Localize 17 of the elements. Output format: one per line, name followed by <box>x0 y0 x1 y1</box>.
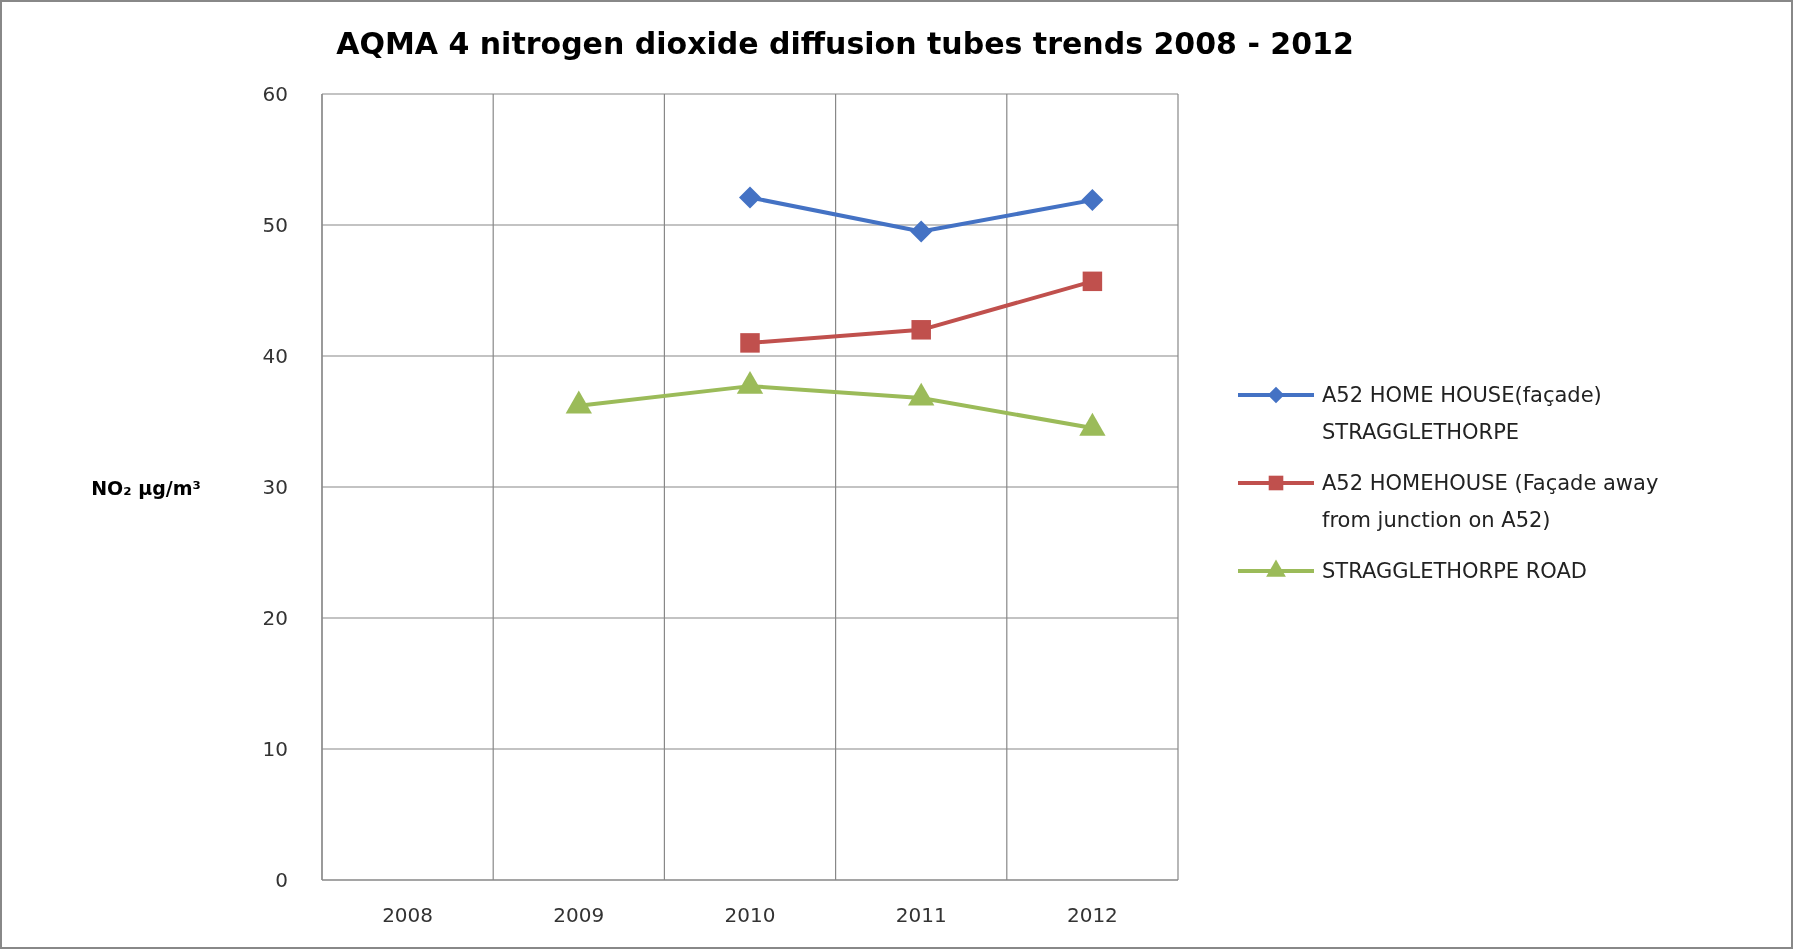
y-tick-label: 60 <box>262 82 288 106</box>
legend-label: STRAGGLETHORPE ROAD <box>1322 559 1588 584</box>
x-tick-label: 2008 <box>382 903 434 927</box>
x-tick-label: 2012 <box>1066 903 1118 927</box>
legend-label: A52 HOMEHOUSE (Façade away from junction on A52) <box>1322 471 1659 533</box>
y-tick-label: 40 <box>262 344 288 368</box>
y-tick-label: 50 <box>262 213 288 237</box>
x-tick-label: 2009 <box>553 903 605 927</box>
x-tick-label: 2011 <box>895 903 947 927</box>
y-tick-label: 30 <box>262 475 288 499</box>
x-tick-label: 2010 <box>724 903 776 927</box>
legend-label: A52 HOME HOUSE(façade) STRAGGLETHORPE <box>1322 383 1602 445</box>
y-axis-title: NO₂ μg/m³ <box>91 477 201 499</box>
y-tick-label: 10 <box>262 737 288 761</box>
chart-title: AQMA 4 nitrogen dioxide diffusion tubes trends 2008 - 2012 <box>336 26 1354 61</box>
y-tick-label: 20 <box>262 606 288 630</box>
y-tick-label: 0 <box>275 868 288 892</box>
